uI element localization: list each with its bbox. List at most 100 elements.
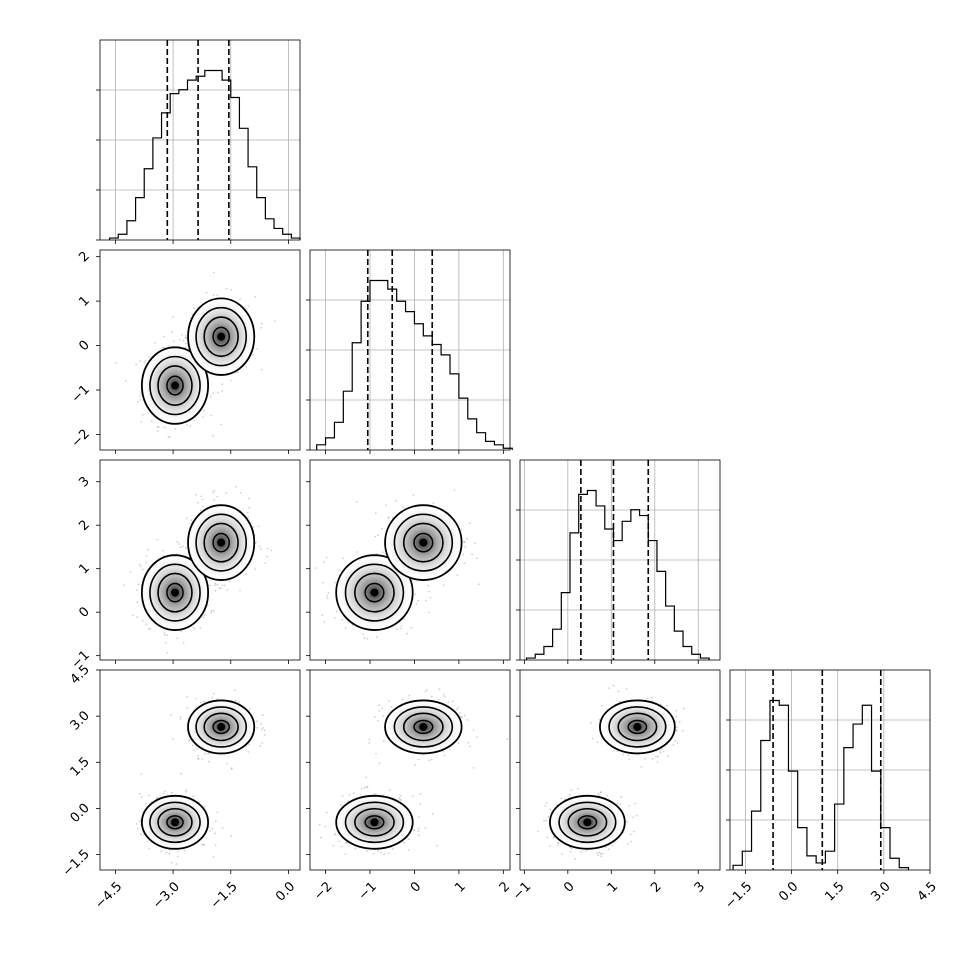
scatter-point — [323, 621, 326, 623]
scatter-point — [412, 829, 415, 832]
scatter-point — [264, 562, 267, 564]
contour-mid-0 — [149, 563, 201, 622]
panel-frame — [729, 669, 931, 871]
scatter-point — [659, 751, 662, 754]
x-tick-label: 0.0 — [776, 879, 801, 904]
scatter-point — [140, 796, 143, 798]
scatter-point — [381, 527, 383, 530]
scatter-point — [596, 852, 599, 854]
scatter-point — [186, 696, 188, 698]
scatter-point — [659, 703, 662, 706]
scatter-point — [166, 634, 169, 637]
scatter-point — [606, 794, 608, 797]
panel-3-2 — [516, 669, 721, 874]
scatter-point — [255, 541, 257, 543]
scatter-point — [247, 516, 249, 518]
scatter-point — [347, 800, 349, 802]
scatter-point — [466, 537, 468, 540]
y-tick-label: 1.5 — [68, 755, 93, 780]
scatter-point — [400, 625, 403, 627]
panel-3-0 — [96, 669, 301, 874]
scatter-point — [199, 509, 202, 512]
scatter-point — [377, 534, 379, 537]
scatter-point — [341, 795, 344, 797]
scatter-point — [640, 765, 643, 768]
scatter-point — [456, 574, 459, 577]
scatter-point — [185, 789, 187, 791]
scatter-point — [204, 752, 206, 755]
scatter-point — [546, 836, 549, 839]
scatter-point — [611, 844, 614, 847]
scatter-point — [548, 808, 551, 811]
scatter-point — [148, 628, 150, 631]
scatter-point — [545, 819, 547, 822]
scatter-point — [334, 581, 336, 584]
scatter-point — [166, 652, 169, 654]
scatter-point — [221, 390, 224, 392]
scatter-point — [207, 752, 210, 755]
scatter-point — [403, 618, 405, 620]
scatter-point — [221, 383, 224, 385]
panel-1-1 — [306, 249, 513, 454]
scatter-point — [170, 861, 173, 864]
scatter-point — [147, 548, 149, 551]
scatter-point — [556, 803, 558, 806]
x-tick-label: −1 — [510, 879, 534, 903]
panel-2-2 — [516, 459, 721, 664]
scatter-point — [418, 827, 420, 830]
contour-mid-1 — [195, 513, 247, 572]
scatter-point — [173, 340, 175, 343]
scatter-point — [212, 434, 215, 437]
scatter-point — [365, 776, 368, 779]
scatter-point — [185, 546, 187, 549]
scatter-point — [457, 706, 459, 709]
scatter-point — [472, 729, 475, 732]
scatter-point — [136, 828, 139, 830]
x-tick-label: −1.5 — [208, 879, 241, 912]
scatter-point — [203, 700, 205, 703]
scatter-point — [419, 802, 422, 805]
contour-mid-0 — [149, 355, 201, 416]
scatter-point — [616, 802, 619, 805]
contour-core-0 — [166, 582, 184, 603]
scatter-point — [378, 762, 381, 765]
scatter-point — [213, 499, 216, 502]
scatter-point — [598, 718, 601, 721]
scatter-point — [148, 847, 151, 850]
scatter-point — [599, 791, 602, 794]
scatter-point — [257, 525, 260, 528]
scatter-point — [398, 797, 400, 799]
scatter-point — [608, 848, 610, 851]
scatter-point — [145, 554, 148, 557]
scatter-point — [406, 632, 408, 635]
scatter-point — [622, 753, 624, 756]
scatter-point — [125, 380, 127, 382]
scatter-point — [327, 592, 330, 594]
scatter-point — [229, 580, 231, 583]
scatter-point — [144, 359, 147, 362]
scatter-point — [163, 790, 166, 793]
contour-inner-0 — [567, 807, 608, 837]
scatter-point — [163, 335, 166, 338]
scatter-point — [448, 748, 451, 751]
scatter-point — [171, 791, 173, 794]
scatter-point — [210, 609, 213, 612]
contour-mid-0 — [344, 563, 405, 622]
scatter-point — [210, 395, 212, 398]
histogram-3 — [732, 699, 910, 870]
scatter-point — [385, 504, 387, 506]
scatter-point — [167, 344, 170, 347]
scatter-point — [471, 553, 473, 556]
scatter-point — [363, 637, 366, 640]
x-tick-label: −1.5 — [722, 879, 755, 912]
scatter-point — [145, 561, 147, 564]
scatter-point — [218, 587, 221, 590]
y-tick-label: 3 — [76, 474, 92, 490]
scatter-point — [161, 346, 164, 349]
scatter-point — [192, 626, 195, 629]
scatter-point — [400, 799, 402, 802]
histogram-2 — [525, 489, 710, 660]
scatter-point — [138, 792, 141, 795]
scatter-point — [381, 707, 383, 710]
scatter-point — [400, 627, 402, 630]
